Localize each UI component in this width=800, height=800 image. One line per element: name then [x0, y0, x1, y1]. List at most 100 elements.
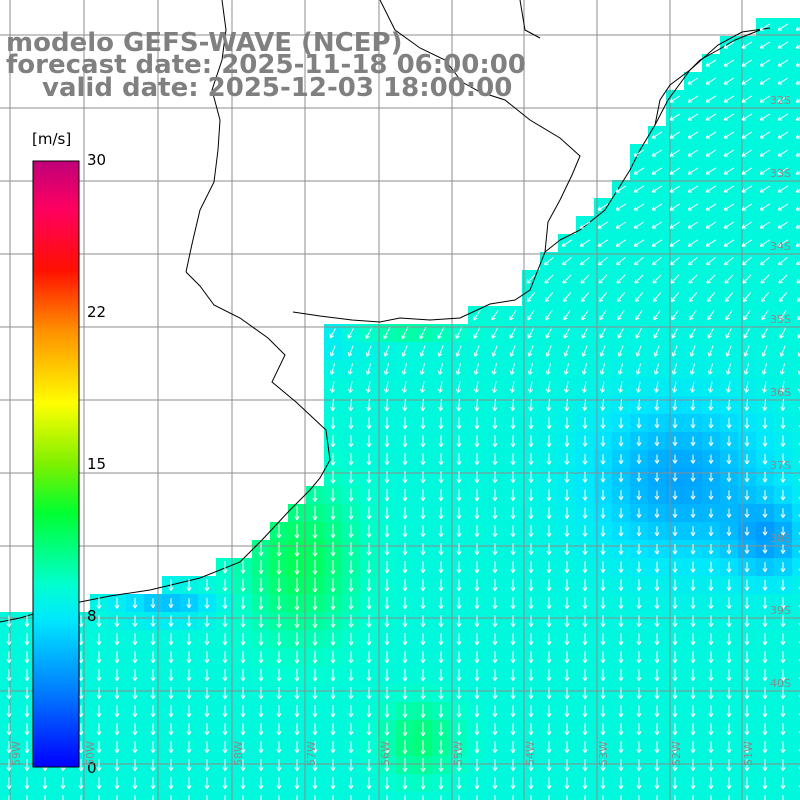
wind-arrow: [615, 221, 627, 229]
wind-arrow: [618, 759, 624, 772]
wind-arrow: [760, 292, 770, 302]
wind-arrow: [564, 687, 570, 700]
wind-arrow: [456, 687, 462, 700]
wind-arrow: [222, 723, 228, 736]
wind-arrow: [705, 239, 717, 247]
wind-arrow: [492, 723, 498, 736]
wind-arrow: [777, 149, 789, 157]
wind-arrow: [150, 705, 156, 718]
wind-arrow: [330, 596, 336, 610]
lon-label: 51W: [742, 741, 755, 766]
wind-speed-cell: [792, 702, 800, 721]
wind-arrow: [6, 705, 12, 718]
wind-arrow: [402, 381, 407, 394]
wind-arrow: [654, 472, 660, 482]
wind-arrow: [420, 597, 426, 610]
wind-arrow: [474, 453, 480, 466]
wind-arrow: [687, 77, 699, 85]
wind-arrow: [762, 759, 768, 772]
wind-arrow: [672, 579, 678, 591]
wind-arrow: [204, 705, 210, 718]
wind-arrow: [366, 578, 372, 592]
wind-arrow: [366, 560, 372, 574]
wind-arrow: [600, 723, 606, 736]
wind-arrow: [636, 454, 642, 464]
wind-arrow: [224, 795, 226, 800]
wind-arrow: [438, 615, 444, 628]
wind-arrow: [777, 41, 789, 49]
wind-arrow: [402, 669, 408, 682]
wind-speed-cell: [792, 108, 800, 127]
wind-arrow: [258, 723, 264, 736]
wind-arrow: [672, 777, 678, 790]
wind-arrow: [420, 417, 426, 430]
wind-arrow: [276, 596, 282, 611]
wind-arrow: [582, 669, 588, 682]
wind-arrow: [240, 633, 246, 646]
wind-speed-cell: [792, 36, 800, 55]
wind-arrow: [330, 381, 335, 394]
wind-arrow: [743, 345, 750, 357]
wind-arrow: [114, 597, 120, 609]
wind-arrow: [617, 327, 625, 339]
wind-arrow: [762, 597, 768, 609]
wind-arrow: [759, 95, 771, 103]
wind-arrow: [780, 489, 786, 501]
wind-arrow: [564, 669, 570, 682]
wind-arrow: [759, 239, 771, 247]
wind-arrow: [726, 723, 732, 736]
wind-arrow: [420, 453, 426, 466]
wind-arrow: [690, 615, 696, 628]
wind-arrow: [366, 471, 372, 484]
wind-arrow: [24, 777, 30, 790]
wind-arrow: [708, 705, 714, 718]
wind-arrow: [616, 292, 626, 302]
wind-arrow: [384, 758, 390, 772]
wind-arrow: [276, 777, 282, 790]
wind-arrow: [404, 795, 406, 800]
wind-arrow: [634, 274, 644, 284]
wind-arrow: [780, 759, 786, 772]
wind-arrow: [420, 722, 426, 737]
wind-arrow: [777, 77, 789, 85]
lon-label: 57W: [305, 741, 318, 766]
wind-arrow: [510, 777, 516, 790]
wind-arrow: [778, 256, 788, 266]
wind-arrow: [438, 417, 444, 430]
wind-arrow: [204, 741, 210, 754]
wind-arrow: [530, 795, 532, 800]
wind-arrow: [672, 526, 678, 537]
wind-arrow: [779, 327, 787, 339]
wind-arrow: [708, 579, 714, 591]
wind-arrow: [528, 381, 533, 394]
wind-arrow: [240, 723, 246, 736]
wind-arrow: [562, 292, 572, 302]
wind-arrow: [741, 167, 753, 175]
wind-arrow: [456, 417, 462, 430]
wind-arrow: [420, 651, 426, 664]
wind-arrow: [618, 687, 624, 700]
wind-arrow: [688, 292, 698, 302]
wind-arrow: [707, 345, 714, 357]
wind-arrow: [438, 579, 444, 592]
wind-arrow: [780, 777, 786, 790]
wind-arrow: [762, 633, 768, 646]
wind-arrow: [616, 274, 626, 284]
wind-arrow: [294, 741, 300, 754]
wind-arrow: [366, 506, 372, 520]
wind-arrow: [258, 687, 264, 700]
wind-arrow: [690, 561, 696, 573]
wind-arrow: [744, 777, 750, 790]
wind-arrow: [582, 777, 588, 790]
wind-arrow: [744, 544, 750, 554]
wind-arrow: [366, 542, 372, 556]
wind-arrow: [491, 363, 498, 375]
wind-arrow: [222, 741, 228, 754]
wind-arrow: [456, 651, 462, 664]
wind-arrow: [762, 741, 768, 754]
wind-arrow: [294, 723, 300, 736]
wind-arrow: [24, 687, 30, 700]
wind-arrow: [564, 489, 570, 501]
wind-arrow: [546, 561, 552, 574]
wind-speed-cell: [792, 630, 800, 649]
